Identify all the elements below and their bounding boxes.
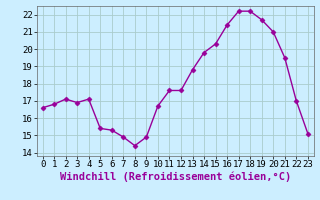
X-axis label: Windchill (Refroidissement éolien,°C): Windchill (Refroidissement éolien,°C) [60,172,291,182]
